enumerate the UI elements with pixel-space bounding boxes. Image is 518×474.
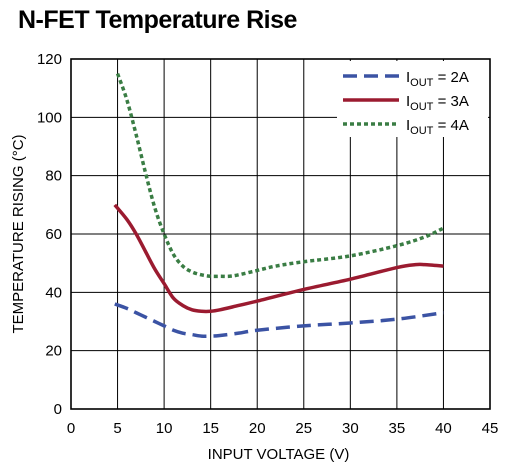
y-axis-label: TEMPERATURE RISING (°C) — [10, 134, 27, 333]
series-line-1 — [114, 302, 444, 338]
y-tick-label: 100 — [37, 109, 62, 126]
x-tick-label: 25 — [295, 420, 312, 437]
x-tick-label: 35 — [389, 420, 406, 437]
plot-frame — [70, 58, 491, 410]
y-axis-ticks: 0 20 40 60 80 100 120 — [37, 51, 62, 418]
series-lines — [113, 72, 445, 338]
y-tick-label: 60 — [45, 226, 62, 243]
y-tick-label: 0 — [54, 401, 62, 418]
x-tick-label: 15 — [202, 420, 219, 437]
chart-title: N-FET Temperature Rise — [18, 6, 297, 34]
y-tick-label: 120 — [37, 51, 62, 68]
legend-label-3: IOUT = 4A — [406, 117, 469, 137]
series-line-2 — [113, 203, 444, 314]
x-axis-label: INPUT VOLTAGE (V) — [208, 446, 350, 463]
legend-label-1: IOUT = 2A — [406, 69, 469, 89]
x-tick-label: 40 — [435, 420, 452, 437]
legend-label-2: IOUT = 3A — [406, 93, 469, 113]
series-line-3 — [115, 72, 445, 279]
x-tick-label: 10 — [156, 420, 173, 437]
y-tick-label: 40 — [45, 284, 62, 301]
x-axis-ticks: 0 5 10 15 20 25 30 35 40 45 — [67, 420, 499, 437]
x-tick-label: 45 — [482, 420, 499, 437]
x-tick-label: 30 — [342, 420, 359, 437]
x-tick-label: 0 — [67, 420, 75, 437]
x-tick-label: 5 — [113, 420, 121, 437]
y-tick-label: 80 — [45, 168, 62, 185]
x-tick-label: 20 — [249, 420, 266, 437]
y-tick-label: 20 — [45, 343, 62, 360]
legend: IOUT = 2A IOUT = 3A IOUT = 4A — [343, 69, 469, 137]
